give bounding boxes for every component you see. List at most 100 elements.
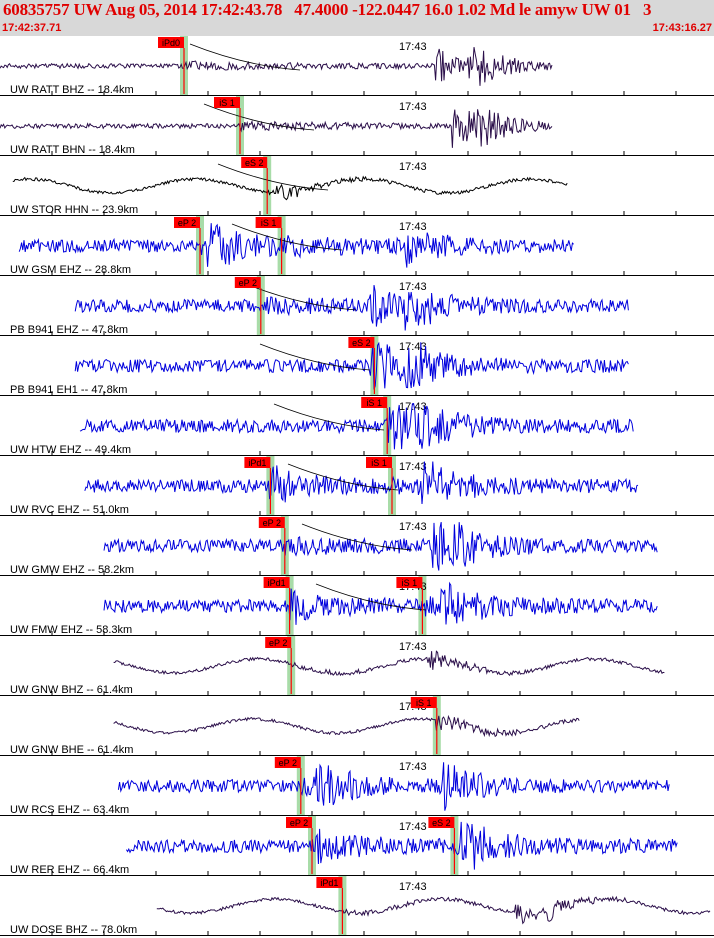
station-label: UW RER EHZ -- 66.4km: [10, 864, 129, 876]
trace-row-1: 17:43 iPd0 UW RATT BHZ -- 18.4km: [0, 36, 714, 96]
waveform-gnw-bhz: [113, 650, 665, 677]
station-label: UW GNW BHZ -- 61.4km: [10, 684, 133, 696]
arrival-curve: [245, 283, 357, 311]
time-marker-label: 17:43: [399, 281, 427, 293]
station-label: UW RVC EHZ -- 51.0km: [10, 504, 129, 516]
arrival-curve: [203, 103, 315, 131]
arrival-curve: [217, 163, 329, 191]
pick-box[interactable]: [316, 877, 343, 888]
pick-box[interactable]: [348, 337, 375, 348]
trace-row-14: 17:43 eP 2 eS 2 UW RER EHZ -- 66.4km: [0, 816, 714, 876]
event-header: 60835757 UW Aug 05, 2014 17:42:43.78 47.…: [0, 0, 714, 36]
pick-box[interactable]: [258, 517, 285, 528]
pick-box[interactable]: [361, 397, 388, 408]
waveform-gmw-ehz: [103, 521, 658, 571]
pick-box[interactable]: [286, 817, 312, 828]
pick-label: iPd0: [162, 38, 180, 48]
time-marker-label: 17:43: [399, 341, 427, 353]
arrival-curve: [301, 523, 413, 551]
waveform-gsm-ehz: [18, 223, 574, 268]
time-marker-label: 17:43: [399, 881, 427, 893]
pick-box[interactable]: [214, 97, 240, 108]
waveform-rcs-ehz: [117, 762, 670, 811]
time-marker-label: 17:43: [399, 401, 427, 413]
pick-box[interactable]: [396, 577, 423, 588]
pick-label: eP 2: [178, 218, 196, 228]
pick-label: iS 1: [219, 98, 235, 108]
trace-row-6: 17:43 eS 2 PB B941 EH1 -- 47.8km: [0, 336, 714, 396]
pick-label: eS 2: [245, 158, 264, 168]
pick-box[interactable]: [255, 217, 282, 228]
pick-label: eP 2: [290, 818, 308, 828]
waveform-ratt-bhn: [0, 109, 553, 148]
pick-label: eP 2: [263, 518, 281, 528]
pick-label: iPd1: [268, 578, 286, 588]
waveform-rvc-ehz: [84, 461, 639, 505]
pick-box[interactable]: [158, 37, 184, 48]
pick-box[interactable]: [366, 457, 392, 468]
time-marker-label: 17:43: [399, 641, 427, 653]
waveform-dose-bhz: [156, 895, 711, 925]
pick-box[interactable]: [428, 817, 455, 828]
pick-box[interactable]: [274, 757, 301, 768]
station-label: UW STOR HHN -- 23.9km: [10, 204, 138, 216]
waveform-htw-ehz: [79, 403, 634, 450]
pick-box[interactable]: [265, 637, 292, 648]
station-label: UW RCS EHZ -- 63.4km: [10, 804, 129, 816]
pick-box[interactable]: [234, 277, 261, 288]
pick-label: iPd1: [320, 878, 338, 888]
station-label: UW GMW EHZ -- 58.2km: [10, 564, 134, 576]
waveform-rer-ehz: [125, 821, 678, 870]
time-marker-label: 17:43: [399, 161, 427, 173]
pick-box[interactable]: [244, 457, 271, 468]
trace-row-15: 17:43 iPd1 UW DOSE BHZ -- 78.0km: [0, 876, 714, 936]
pick-label: eP 2: [279, 758, 297, 768]
waveform-b941-ehz: [74, 285, 629, 331]
pick-box[interactable]: [174, 217, 200, 228]
trace-row-7: 17:43 iS 1 UW HTW EHZ -- 49.4km: [0, 396, 714, 456]
pick-label: iS 1: [371, 458, 387, 468]
waveform-fmw-ehz: [103, 581, 658, 625]
arrival-curve: [231, 223, 343, 251]
trace-row-2: 17:43 iS 1 UW RATT BHN -- 18.4km: [0, 96, 714, 156]
event-title: 60835757 UW Aug 05, 2014 17:42:43.78 47.…: [3, 0, 652, 19]
pick-box[interactable]: [410, 697, 437, 708]
pick-box[interactable]: [263, 577, 290, 588]
station-label: UW GNW BHE -- 61.4km: [10, 744, 133, 756]
pick-label: eP 2: [239, 278, 257, 288]
waveform-gnw-bhe: [113, 714, 580, 738]
station-label: UW DOSE BHZ -- 78.0km: [10, 924, 137, 936]
time-marker-label: 17:43: [399, 821, 427, 833]
pick-box[interactable]: [241, 157, 268, 168]
trace-row-9: 17:43 eP 2 UW GMW EHZ -- 58.2km: [0, 516, 714, 576]
window-start-time: 17:42:37.71: [2, 22, 62, 34]
pick-label: iS 1: [366, 398, 382, 408]
pick-label: iPd1: [248, 458, 266, 468]
arrival-curve: [315, 583, 427, 611]
trace-row-11: 17:43 eP 2 UW GNW BHZ -- 61.4km: [0, 636, 714, 696]
seismogram-panel: 17:43 iPd0 UW RATT BHZ -- 18.4km 17:43 iS 1 U…: [0, 36, 714, 936]
station-label: UW HTW EHZ -- 49.4km: [10, 444, 131, 456]
station-label: UW FMW EHZ -- 58.3km: [10, 624, 132, 636]
waveform-b941-eh1: [74, 341, 629, 390]
arrival-curve: [259, 343, 371, 371]
trace-row-5: 17:43 eP 2 PB B941 EHZ -- 47.8km: [0, 276, 714, 336]
time-marker-label: 17:43: [399, 41, 427, 53]
waveform-stor-hhn: [12, 175, 568, 201]
station-label: UW GSM EHZ -- 28.8km: [10, 264, 131, 276]
pick-label: eS 2: [432, 818, 451, 828]
trace-row-8: 17:43 iPd1 iS 1 UW RVC EHZ -- 51.0km: [0, 456, 714, 516]
trace-row-4: 17:43 eP 2 iS 1 UW GSM EHZ -- 28.8km: [0, 216, 714, 276]
pick-label: iS 1: [402, 578, 418, 588]
time-marker-label: 17:43: [399, 761, 427, 773]
arrival-curve: [273, 403, 385, 431]
station-label: UW RATT BHZ -- 18.4km: [10, 84, 134, 96]
pick-label: eS 2: [352, 338, 371, 348]
time-marker-label: 17:43: [399, 221, 427, 233]
pick-label: iS 1: [261, 218, 277, 228]
window-end-time: 17:43:16.27: [652, 22, 712, 34]
time-marker-label: 17:43: [399, 101, 427, 113]
pick-label: eP 2: [269, 638, 287, 648]
